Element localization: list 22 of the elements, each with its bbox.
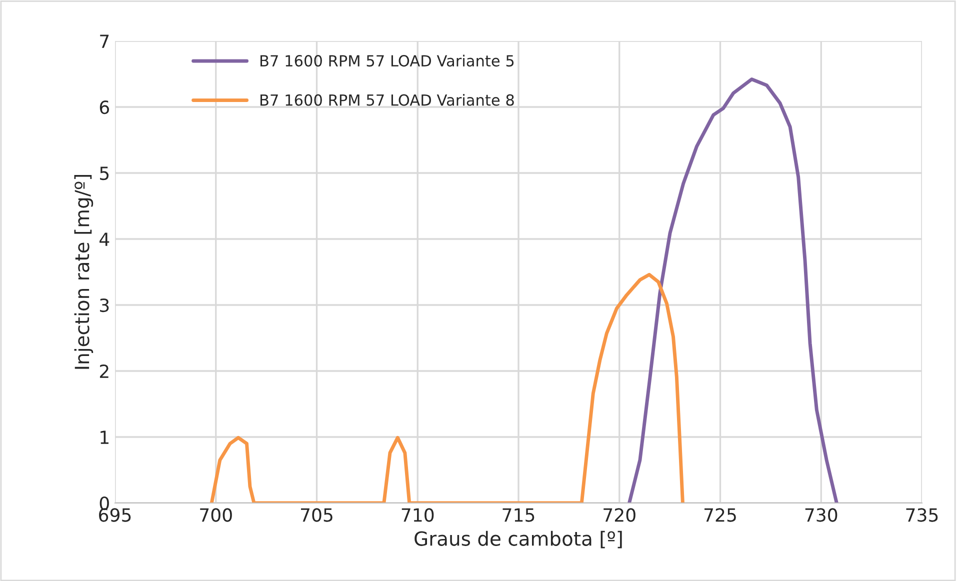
line-series: [628, 78, 838, 503]
x-tick-label: 710: [402, 508, 434, 522]
x-tick-label: 720: [604, 508, 636, 522]
y-tick-label: 5: [100, 166, 109, 180]
line-series: [210, 272, 684, 503]
y-tick-label: 4: [100, 232, 110, 246]
x-tick-label: 695: [99, 508, 131, 522]
x-tick-label: 735: [906, 508, 938, 522]
y-tick-label: 7: [100, 34, 109, 48]
x-axis-title: Graus de cambota [º]: [414, 530, 622, 548]
y-tick-label: 2: [100, 364, 108, 378]
legend-label: B7 1600 RPM 57 LOAD Variante 5: [260, 54, 514, 67]
y-tick-label: 6: [100, 100, 109, 114]
x-tick-label: 700: [200, 508, 232, 522]
y-tick-label: 1: [100, 430, 108, 444]
y-axis-title: Injection rate [mg/º]: [74, 174, 94, 369]
x-tick-label: 715: [502, 508, 534, 522]
legend-label: B7 1600 RPM 57 LOAD Variante 8: [260, 94, 514, 106]
x-tick-label: 730: [805, 508, 838, 522]
x-tick-label: 705: [301, 508, 332, 522]
y-tick-label: 3: [100, 298, 109, 312]
x-tick-label: 725: [704, 508, 736, 522]
